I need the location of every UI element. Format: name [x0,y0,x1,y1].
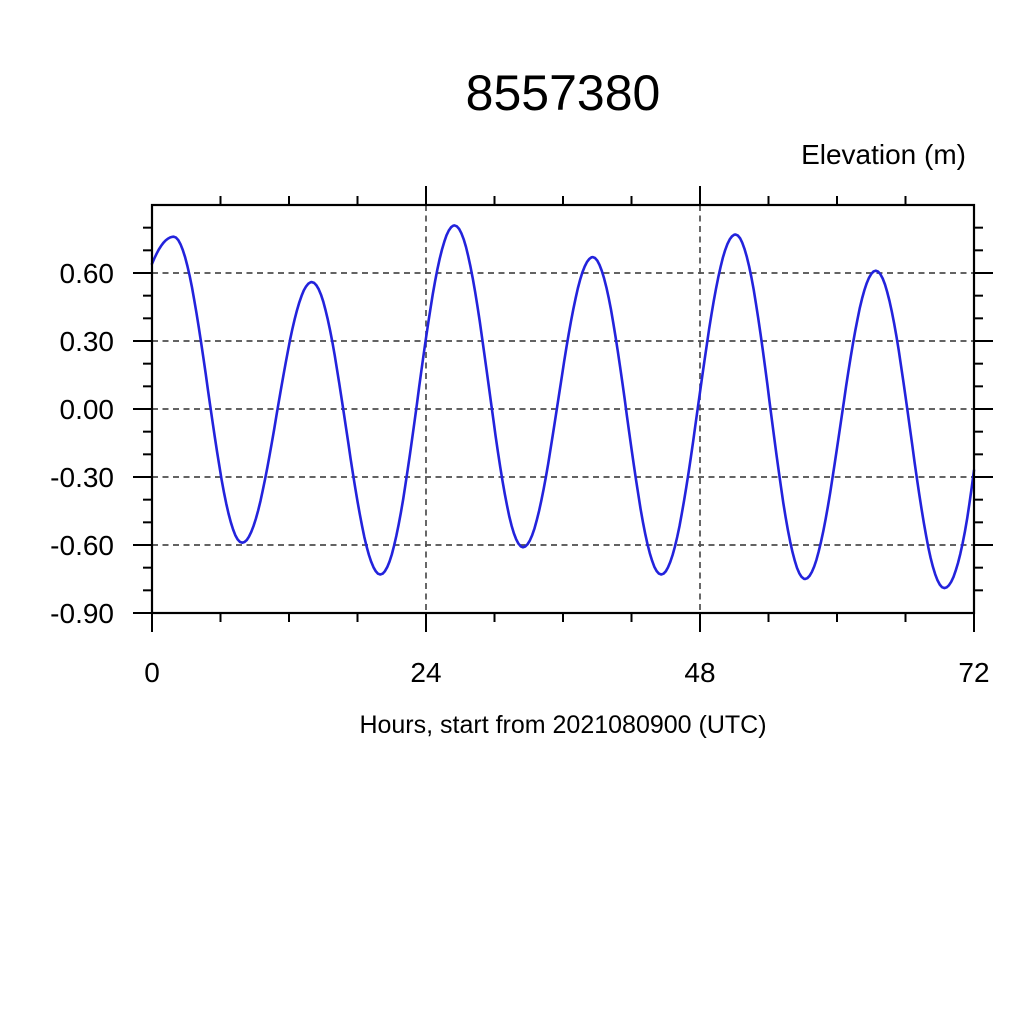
axis-tick-labels: 0 24 48 72 0.60 0.30 0.00 -0.30 -0.60 -0.90 [50,258,989,688]
x-tick-label: 0 [144,657,160,688]
plot-frame [150,203,976,615]
x-tick-label: 48 [684,657,715,688]
y-tick-label: 0.00 [60,394,115,425]
x-tick-label: 72 [958,657,989,688]
y-tick-label: -0.60 [50,530,114,561]
y-tick-label: 0.60 [60,258,115,289]
y-tick-label: 0.30 [60,326,115,357]
y-axis-units-label: Elevation (m) [801,139,966,170]
axis-ticks [133,186,993,632]
x-axis-title: Hours, start from 2021080900 (UTC) [359,711,766,739]
elevation-curve [150,224,976,590]
x-tick-label: 24 [410,657,441,688]
y-tick-label: -0.30 [50,462,114,493]
gridlines [152,205,974,613]
curve-layer [150,224,976,590]
y-tick-label: -0.90 [50,598,114,629]
chart-title: 8557380 [466,65,661,121]
